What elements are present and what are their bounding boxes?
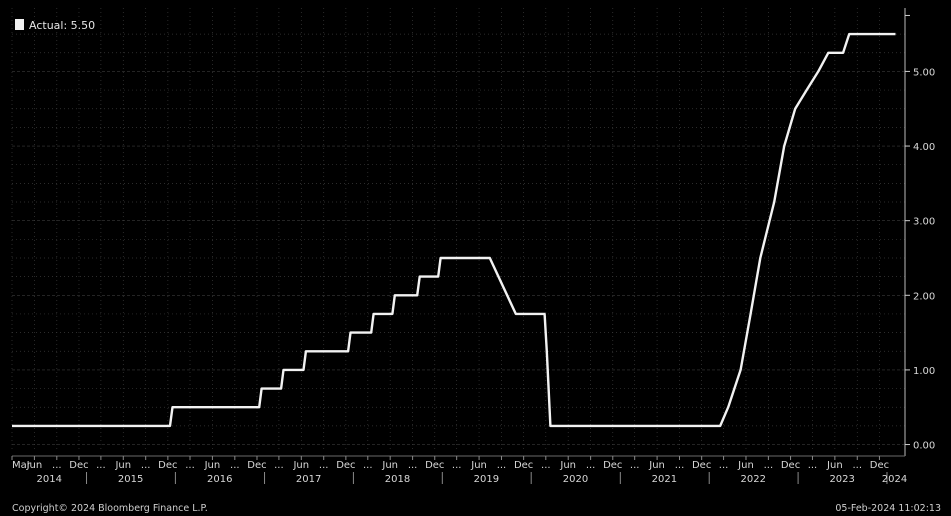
x-tick-label: Jun: [648, 460, 665, 471]
x-tick-label: ...: [185, 460, 195, 471]
x-tick-label: ...: [586, 460, 596, 471]
x-tick-label: Dec: [247, 460, 266, 471]
grid: [11, 8, 905, 452]
x-tick-label: Dec: [514, 460, 533, 471]
y-tick-label: 3.00: [913, 217, 935, 228]
x-tick-label: Mar: [12, 460, 32, 471]
x-tick-label: Jun: [559, 460, 576, 471]
x-tick-label: Jun: [826, 460, 843, 471]
x-year-label: 2020: [563, 474, 588, 485]
x-tick-label: Jun: [114, 460, 131, 471]
series-actual: [12, 32, 896, 428]
x-tick-label: ...: [541, 460, 551, 471]
x-tick-label: ...: [497, 460, 507, 471]
x-tick-label: Dec: [336, 460, 355, 471]
x-tick-label: ...: [764, 460, 774, 471]
x-tick-label: ...: [719, 460, 729, 471]
y-tick-label: 0.00: [913, 441, 935, 452]
x-tick-label: ...: [230, 460, 240, 471]
x-tick-label: Dec: [692, 460, 711, 471]
footer: Copyright© 2024 Bloomberg Finance L.P. 0…: [12, 503, 941, 514]
x-year-label: 2024: [882, 474, 907, 485]
x-tick-label: ...: [52, 460, 62, 471]
x-tick-label: Dec: [870, 460, 889, 471]
x-tick-label: Dec: [425, 460, 444, 471]
legend-swatch: [15, 19, 24, 30]
x-tick-label: Dec: [781, 460, 800, 471]
x-year-label: 2017: [296, 474, 321, 485]
x-tick-label: ...: [408, 460, 418, 471]
x-tick-label: Jun: [470, 460, 487, 471]
x-year-label: 2016: [207, 474, 232, 485]
legend: Actual: 5.50: [15, 19, 95, 32]
x-tick-label: ...: [141, 460, 151, 471]
x-tick-label: Jun: [292, 460, 309, 471]
y-tick-label: 5.00: [913, 67, 935, 78]
x-tick-label: ...: [319, 460, 329, 471]
copyright-text: Copyright© 2024 Bloomberg Finance L.P.: [12, 503, 208, 514]
x-year-label: 2019: [474, 474, 499, 485]
x-year-label: 2021: [652, 474, 677, 485]
x-year-label: 2014: [37, 474, 62, 485]
x-year-label: 2018: [385, 474, 410, 485]
x-tick-label: ...: [274, 460, 284, 471]
x-tick-label: ...: [852, 460, 862, 471]
x-tick-label: ...: [96, 460, 106, 471]
x-tick-label: ...: [675, 460, 685, 471]
x-tick-label: Dec: [158, 460, 177, 471]
series-line-actual: [12, 32, 896, 428]
x-tick-label: ...: [808, 460, 818, 471]
x-year-label: 2022: [741, 474, 766, 485]
x-tick-label: Dec: [603, 460, 622, 471]
x-tick-label: Dec: [69, 460, 88, 471]
timestamp-text: 05-Feb-2024 11:02:13: [835, 503, 941, 514]
x-tick-label: ...: [630, 460, 640, 471]
x-tick-label: Jun: [204, 460, 221, 471]
y-tick-label: 1.00: [913, 366, 935, 377]
x-tick-label: Jun: [26, 460, 43, 471]
x-year-label: 2023: [829, 474, 854, 485]
x-tick-label: Jun: [381, 460, 398, 471]
y-tick-label: 2.00: [913, 291, 935, 302]
x-tick-label: ...: [363, 460, 373, 471]
x-year-label: 2015: [118, 474, 143, 485]
y-tick-label: 4.00: [913, 142, 935, 153]
x-tick-label: ...: [452, 460, 462, 471]
legend-label: Actual: 5.50: [29, 19, 95, 32]
x-tick-label: Jun: [737, 460, 754, 471]
